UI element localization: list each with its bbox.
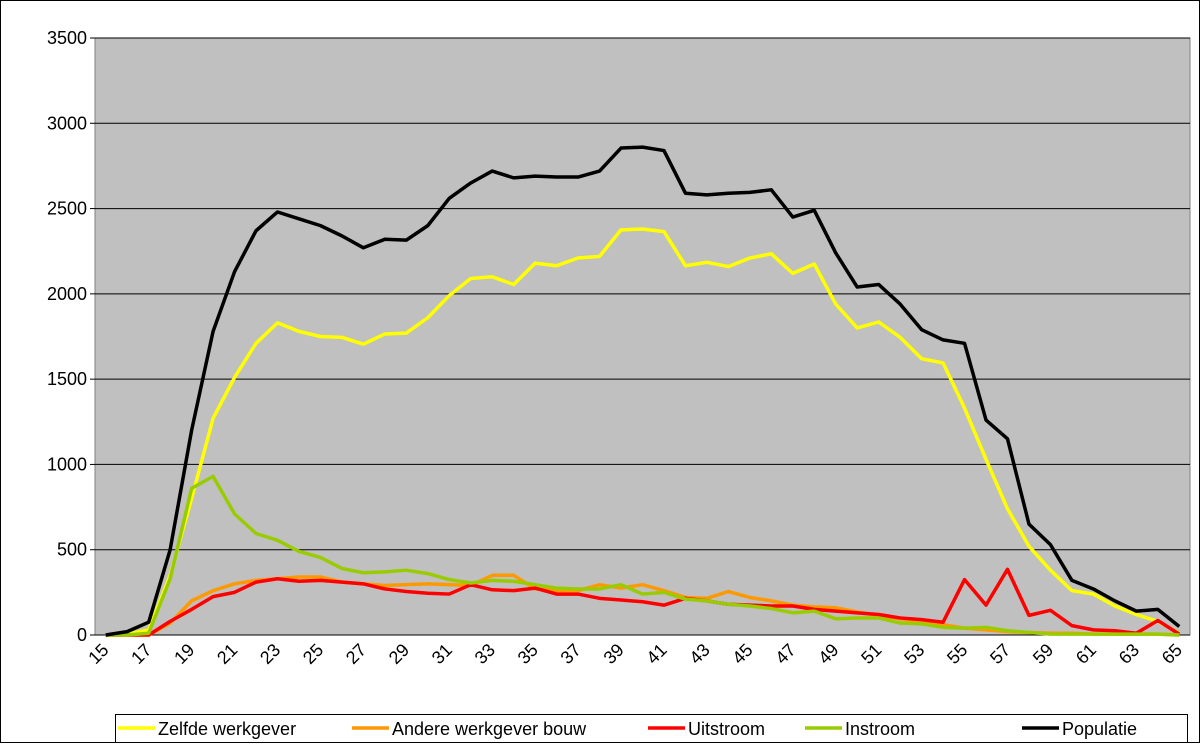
y-tick-label: 500 [57,540,87,560]
series-line [105,567,1181,637]
legend-label: Instroom [845,719,915,739]
legend-label: Zelfde werkgever [158,719,296,739]
plot-background [94,37,1191,636]
y-tick-label: 1500 [47,369,87,389]
legend-label: Uitstroom [688,719,765,739]
y-tick-label: 2500 [47,199,87,219]
y-tick-label: 2000 [47,284,87,304]
y-tick-label: 3500 [47,28,87,48]
series-line [105,227,1181,637]
series-line [105,145,1181,637]
legend-label: Andere werkgever bouw [392,719,587,739]
y-tick-label: 1000 [47,454,87,474]
y-tick-label: 0 [77,625,87,645]
series-line [105,474,1180,637]
y-tick-label: 3000 [47,113,87,133]
legend-label: Populatie [1062,719,1137,739]
